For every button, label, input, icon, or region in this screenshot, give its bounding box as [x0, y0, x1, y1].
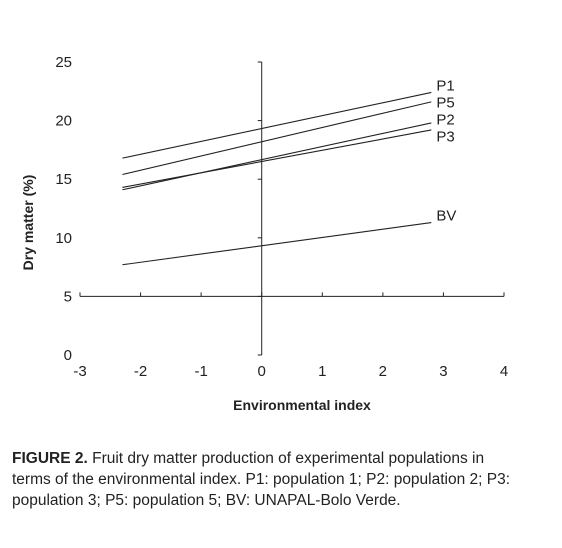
- y-tick-label: 5: [64, 288, 72, 305]
- figure-caption: FIGURE 2. Fruit dry matter production of…: [12, 448, 527, 511]
- series-line-p2: [122, 122, 432, 191]
- x-tick-label: 2: [379, 363, 387, 380]
- x-tick-label: 0: [258, 363, 266, 380]
- figure-number: FIGURE 2.: [12, 450, 88, 467]
- y-tick-label: 25: [55, 54, 72, 71]
- x-axis-title: Environmental index: [233, 397, 371, 413]
- series-label-bv: BV: [436, 208, 456, 225]
- series-line-p3: [122, 129, 432, 188]
- series-label-p5: P5: [436, 94, 454, 111]
- x-tick-label: -1: [194, 363, 207, 380]
- figure-caption-text: Fruit dry matter production of experimen…: [12, 450, 511, 509]
- series-line-p1: [122, 91, 432, 159]
- x-tick-label: -3: [73, 363, 86, 380]
- y-tick-label: 10: [55, 230, 72, 247]
- x-tick-label: 4: [500, 363, 508, 380]
- series-label-p2: P2: [436, 111, 454, 128]
- chart-axes: 0 5 10 15 20 25 -3 -2 -1 0 1 2 3 4: [55, 54, 508, 380]
- x-tick-label: 1: [318, 363, 326, 380]
- series-line-bv: [122, 222, 432, 266]
- x-tick-label: -2: [134, 363, 147, 380]
- y-tick-label: 15: [55, 171, 72, 188]
- series-line-p5: [122, 101, 432, 176]
- y-tick-label: 20: [55, 113, 72, 130]
- series-label-p3: P3: [436, 128, 454, 145]
- y-axis-title: Dry matter (%): [20, 175, 36, 271]
- y-tick-label: 0: [64, 347, 72, 364]
- series-label-p1: P1: [436, 77, 454, 94]
- x-tick-label: 3: [439, 363, 447, 380]
